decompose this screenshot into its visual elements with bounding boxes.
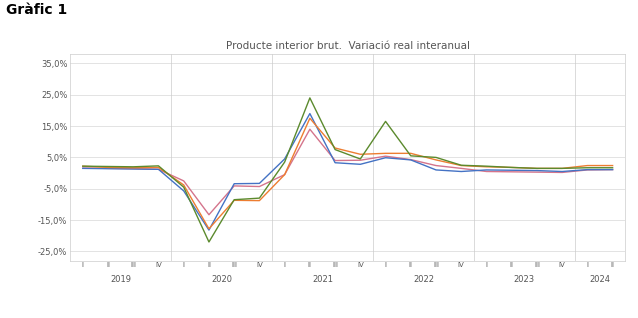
Text: 2024: 2024 [590, 275, 611, 284]
Title: Producte interior brut.  Variació real interanual: Producte interior brut. Variació real in… [226, 40, 470, 51]
Text: 2019: 2019 [110, 275, 131, 284]
Text: 2022: 2022 [413, 275, 434, 284]
Text: 2021: 2021 [312, 275, 333, 284]
Text: Gràfic 1: Gràfic 1 [6, 3, 68, 17]
Text: 2023: 2023 [514, 275, 535, 284]
Text: 2020: 2020 [211, 275, 232, 284]
